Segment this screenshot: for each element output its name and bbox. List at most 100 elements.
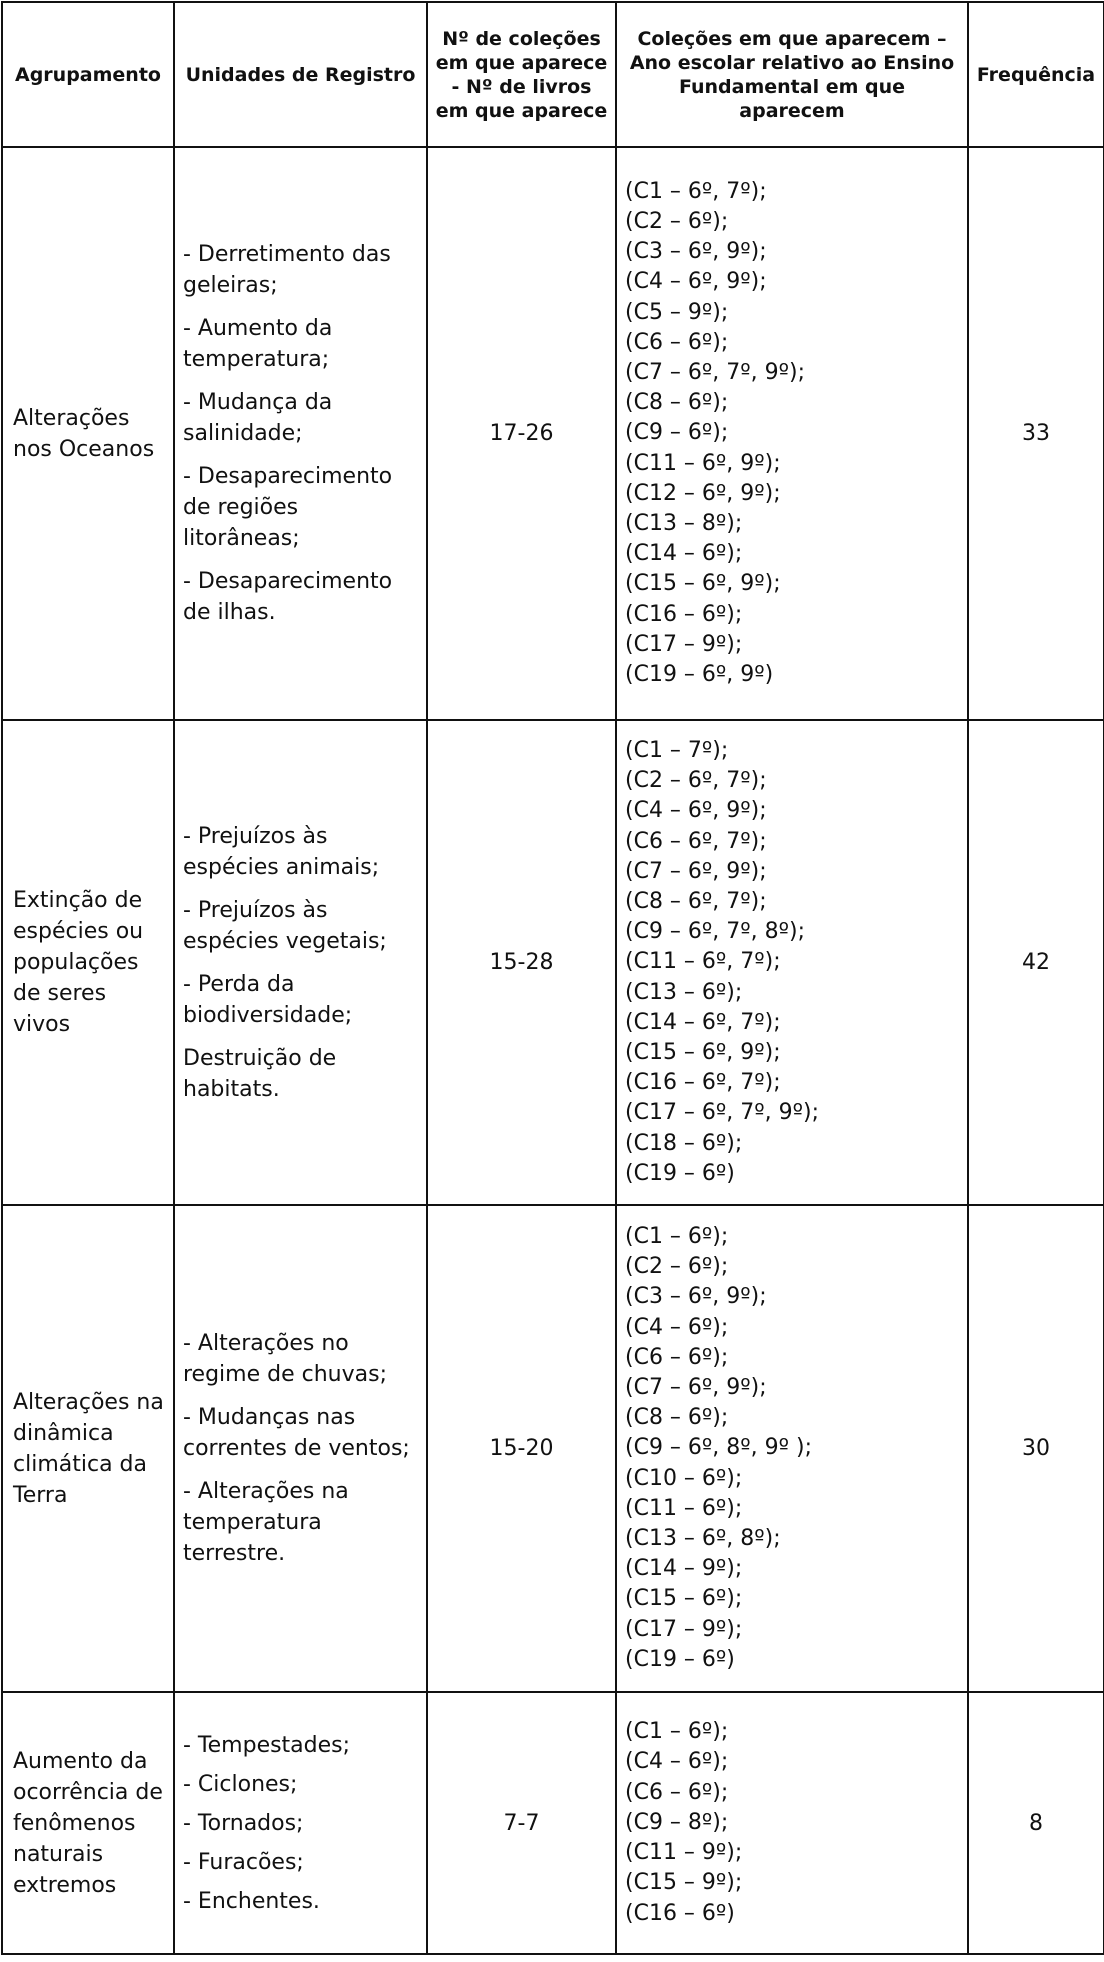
units-cell: - Prejuízos às espécies animais; - Preju… [173,719,428,1206]
header-label: Coleções em que aparecem – Ano escolar r… [629,27,955,122]
unit-item: - Tempestades; [183,1732,351,1758]
collection-item: (C4 – 6º); [625,1314,729,1340]
collection-item: (C11 – 6º); [625,1495,743,1521]
collection-item: (C2 – 6º, 7º); [625,768,767,794]
count-cell: 15-28 [426,719,617,1206]
collection-item: (C9 – 6º, 8º, 9º ); [625,1435,812,1461]
unit-item: - Desaparecimento de regiões litorâneas; [183,464,393,551]
unit-item: - Alterações no regime de chuvas; [183,1331,387,1387]
table-row: Aumento da ocorrência de fenômenos natur… [1,1691,1104,1955]
collection-item: (C16 – 6º) [625,1900,735,1926]
count-cell: 7-7 [426,1691,617,1955]
unit-item: - Derretimento das geleiras; [183,242,391,298]
header-frequencia: Frequência [967,1,1104,148]
collection-item: (C1 – 6º); [625,1223,729,1249]
units-cell: - Derretimento das geleiras; - Aumento d… [173,146,428,721]
collection-item: (C11 – 9º); [625,1840,743,1866]
header-agrupamento: Agrupamento [1,1,175,148]
collection-item: (C8 – 6º, 7º); [625,888,767,914]
collection-item: (C11 – 6º, 7º); [625,949,781,975]
unit-item: - Furacões; [183,1849,304,1875]
collection-item: (C11 – 6º, 9º); [625,450,781,476]
group-cell: Extinção de espécies ou populações de se… [1,719,175,1206]
header-label: Agrupamento [15,63,161,86]
collection-item: (C6 – 6º); [625,1779,729,1805]
unit-item: - Mudança da salinidade; [183,390,333,446]
collection-item: (C17 – 6º, 7º, 9º); [625,1100,819,1126]
collection-item: (C15 – 6º, 9º); [625,571,781,597]
collections-cell: (C1 – 6º, 7º); (C2 – 6º); (C3 – 6º, 9º);… [615,146,969,721]
collection-item: (C14 – 6º, 7º); [625,1009,781,1035]
group-cell: Aumento da ocorrência de fenômenos natur… [1,1691,175,1955]
unit-item: Destruição de habitats. [183,1045,337,1102]
unit-item: - Alterações na temperatura terrestre. [183,1479,349,1566]
collection-item: (C8 – 6º); [625,390,729,416]
collection-item: (C12 – 6º, 9º); [625,480,781,506]
collection-item: (C8 – 6º); [625,1405,729,1431]
collections-cell: (C1 – 7º); (C2 – 6º, 7º); (C4 – 6º, 9º);… [615,719,969,1206]
table-row: Extinção de espécies ou populações de se… [1,719,1104,1206]
collection-item: (C9 – 8º); [625,1809,729,1835]
collection-item: (C16 – 6º, 7º); [625,1070,781,1096]
table-row: Alterações na dinâmica climática da Terr… [1,1204,1104,1693]
collection-item: (C14 – 9º); [625,1556,743,1582]
collection-item: (C18 – 6º); [625,1130,743,1156]
collection-item: (C13 – 6º, 8º); [625,1526,781,1551]
collection-item: (C16 – 6º); [625,601,743,627]
unit-item: - Prejuízos às espécies animais; [183,823,380,880]
collection-item: (C1 – 6º); [625,1719,729,1745]
collection-item: (C6 – 6º); [625,1344,729,1370]
collection-item: (C19 – 6º) [625,1646,735,1672]
count-cell: 15-20 [426,1204,617,1693]
unit-item: - Prejuízos às espécies vegetais; [183,897,387,954]
header-label: Nº de coleções em que aparece - Nº de li… [435,27,608,122]
collection-item: (C15 – 9º); [625,1870,743,1896]
units-cell: - Tempestades; - Ciclones; - Tornados; -… [173,1691,428,1955]
collection-item: (C4 – 6º, 9º); [625,269,767,295]
unit-item: - Tornados; [183,1810,304,1836]
collection-item: (C1 – 7º); [625,737,729,763]
collections-cell: (C1 – 6º); (C4 – 6º); (C6 – 6º); (C9 – 8… [615,1691,969,1955]
unit-item: - Desaparecimento de ilhas. [183,569,393,625]
frequency-cell: 33 [967,146,1104,721]
count-cell: 17-26 [426,146,617,721]
table-row: Alterações nos Oceanos - Derretimento da… [1,146,1104,721]
unit-item: - Perda da biodiversidade; [183,971,353,1028]
frequency-cell: 8 [967,1691,1104,1955]
collection-item: (C2 – 6º); [625,1254,729,1280]
collection-item: (C15 – 6º, 9º); [625,1040,781,1065]
unit-item: - Mudanças nas correntes de ventos; [183,1405,410,1461]
collection-item: (C3 – 6º, 9º); [625,1284,767,1310]
header-num-colecoes: Nº de coleções em que aparece - Nº de li… [426,1,617,148]
collection-item: (C4 – 6º); [625,1749,729,1775]
collection-item: (C13 – 6º); [625,979,743,1005]
header-row: Agrupamento Unidades de Registro Nº de c… [1,1,1104,148]
collection-item: (C13 – 8º); [625,511,743,536]
collection-item: (C9 – 6º); [625,420,729,446]
collection-item: (C7 – 6º, 9º); [625,1374,767,1400]
collection-item: (C9 – 6º, 7º, 8º); [625,919,805,945]
collection-item: (C6 – 6º, 7º); [625,828,767,854]
group-cell: Alterações na dinâmica climática da Terr… [1,1204,175,1693]
collection-item: (C2 – 6º); [625,208,729,234]
header-label: Frequência [976,63,1096,86]
collection-item: (C6 – 6º); [625,329,729,355]
collection-item: (C17 – 9º); [625,631,743,657]
collection-item: (C17 – 9º); [625,1616,743,1642]
header-colecoes: Coleções em que aparecem – Ano escolar r… [615,1,969,148]
collection-item: (C4 – 6º, 9º); [625,798,767,824]
collection-item: (C15 – 6º); [625,1586,743,1612]
collection-item: (C19 – 6º) [625,1160,735,1186]
collection-item: (C10 – 6º); [625,1465,743,1491]
units-cell: - Alterações no regime de chuvas; - Muda… [173,1204,428,1693]
frequency-cell: 30 [967,1204,1104,1693]
collection-item: (C7 – 6º, 9º); [625,858,767,884]
header-label: Unidades de Registro [185,63,416,86]
collection-item: (C19 – 6º, 9º) [625,662,774,688]
collection-item: (C7 – 6º, 7º, 9º); [625,359,805,385]
unit-item: - Aumento da temperatura; [183,316,333,372]
unit-item: - Enchentes. [183,1888,320,1914]
header-unidades: Unidades de Registro [173,1,428,148]
frequency-cell: 42 [967,719,1104,1206]
